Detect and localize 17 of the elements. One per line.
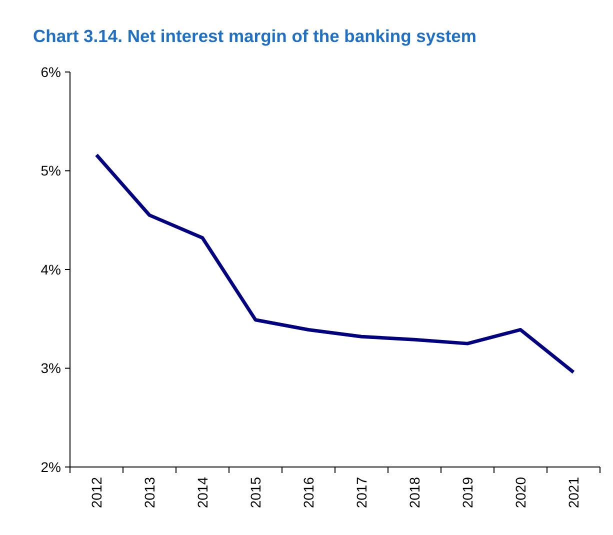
y-tick-label: 3% — [40, 360, 61, 376]
x-tick-label: 2020 — [512, 476, 528, 508]
x-tick-label: 2017 — [354, 476, 370, 508]
y-tick-label: 5% — [40, 162, 61, 179]
chart-title: Chart 3.14. Net interest margin of the banking system — [33, 26, 476, 46]
x-tick-label: 2015 — [248, 476, 264, 508]
x-tick-label: 2014 — [194, 476, 210, 508]
y-tick-label: 2% — [40, 458, 61, 475]
x-tick-label: 2016 — [300, 476, 316, 508]
x-tick-label: 2019 — [460, 476, 476, 508]
line-series — [94, 153, 576, 374]
y-tick-label: 6% — [40, 64, 61, 80]
x-tick-label: 2013 — [142, 476, 158, 508]
y-tick-label: 4% — [40, 261, 61, 278]
x-tick-label: 2021 — [566, 476, 582, 508]
x-tick-label: 2012 — [88, 476, 104, 508]
x-tick-label: 2018 — [406, 476, 422, 508]
